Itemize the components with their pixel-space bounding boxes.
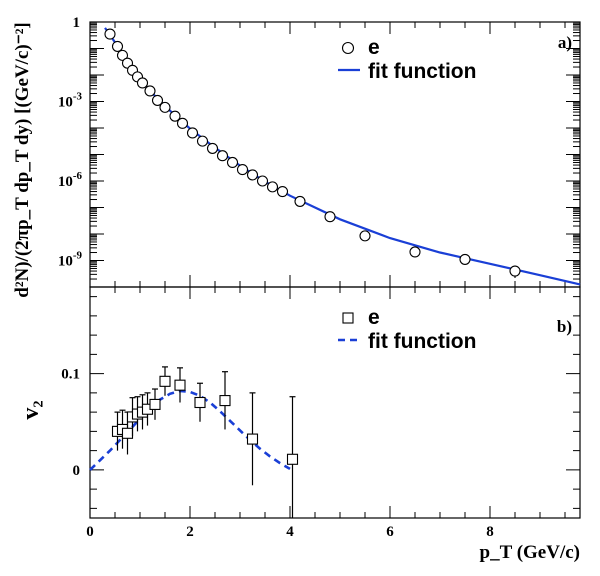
panel-a-data-point: [276, 185, 289, 198]
legend-a-marker-label: e: [368, 36, 380, 59]
legend-b-line-label: fit function: [368, 330, 476, 353]
panel-a-data-point: [159, 101, 171, 113]
panel-a-data-point: [196, 135, 209, 147]
panel-a-frame: [89, 21, 581, 288]
panel-a-data-point: [409, 246, 421, 258]
panel-b-fit-curve: [89, 389, 291, 471]
legend-b-marker: [342, 312, 354, 324]
panel-b-data-point: [174, 379, 186, 391]
panel-b-ytick-label: 0: [73, 463, 81, 479]
panel-b-xtick-label: 2: [186, 524, 194, 540]
panel-a-data-point: [226, 156, 239, 169]
panel-a-data-point: [144, 85, 156, 97]
panel-a-ytick-label: 10-6: [58, 170, 83, 190]
panel-a-data-point: [206, 142, 219, 154]
panel-b-ytick-label: 0.1: [61, 367, 80, 383]
panel-a-data-point: [266, 181, 279, 193]
panel-b-v2: 0 2 4 6 8 0 0.1: [61, 286, 581, 540]
panel-b-data-point: [246, 433, 259, 445]
panel-b-xlabel: p_T (GeV/c): [480, 542, 580, 563]
panel-a-ytick-label: 1: [73, 15, 81, 31]
panel-b-data-point: [194, 396, 206, 409]
panel-a-data-point: [246, 169, 259, 181]
panel-a-data-point: [116, 49, 129, 61]
panel-a-legend: e fit function: [338, 36, 476, 83]
panel-b-data-point: [286, 453, 299, 465]
panel-a-data-point: [294, 195, 306, 207]
legend-b-marker-label: e: [368, 306, 380, 329]
panel-a-data-point: [186, 127, 199, 139]
panel-b-tag: b): [557, 317, 572, 336]
panel-a-ytick-label: 10-9: [58, 250, 83, 270]
panel-b-data-point: [121, 427, 134, 439]
legend-a-marker: [341, 41, 355, 55]
panel-a-data-point: [176, 117, 189, 129]
panel-a-data-point: [359, 230, 371, 242]
panel-b-data-point: [219, 395, 231, 407]
panel-a-ylabel: d²N)/(2πp_T dp_T dy) [(GeV/c)⁻²]: [12, 22, 33, 298]
panel-b-data-point: [159, 375, 171, 387]
panel-a-fit-curve: [104, 27, 581, 286]
legend-a-line-label: fit function: [368, 60, 476, 83]
panel-a-data-point: [216, 150, 229, 162]
panel-b-frame: [89, 286, 581, 519]
panel-a-data-point: [104, 28, 116, 40]
panel-b-xtick-label: 0: [86, 524, 94, 540]
panel-a-tag: a): [558, 33, 572, 52]
panel-a-data-point: [509, 265, 521, 277]
panel-a-data-point: [169, 110, 181, 122]
panel-b-xtick-label: 8: [486, 524, 494, 540]
panel-a-data-point: [256, 175, 269, 187]
panel-b-xtick-label: 4: [286, 524, 294, 540]
panel-a-data-point: [459, 253, 471, 265]
panel-b-data-point: [149, 398, 161, 410]
panel-a-data-point: [136, 77, 149, 89]
panel-b-xtick-label: 6: [386, 524, 394, 540]
panel-a-spectrum: 1 10-3 10-6 10-9: [58, 15, 581, 288]
panel-a-data-point: [324, 211, 336, 223]
panel-b-legend: e fit function: [338, 306, 476, 353]
panel-a-data-point: [111, 40, 124, 52]
panel-a-ytick-label: 10-3: [58, 91, 83, 111]
panel-b-ylabel: v₂: [18, 400, 44, 419]
panel-a-data-point: [236, 164, 249, 176]
panel-a-data-point: [151, 94, 164, 106]
